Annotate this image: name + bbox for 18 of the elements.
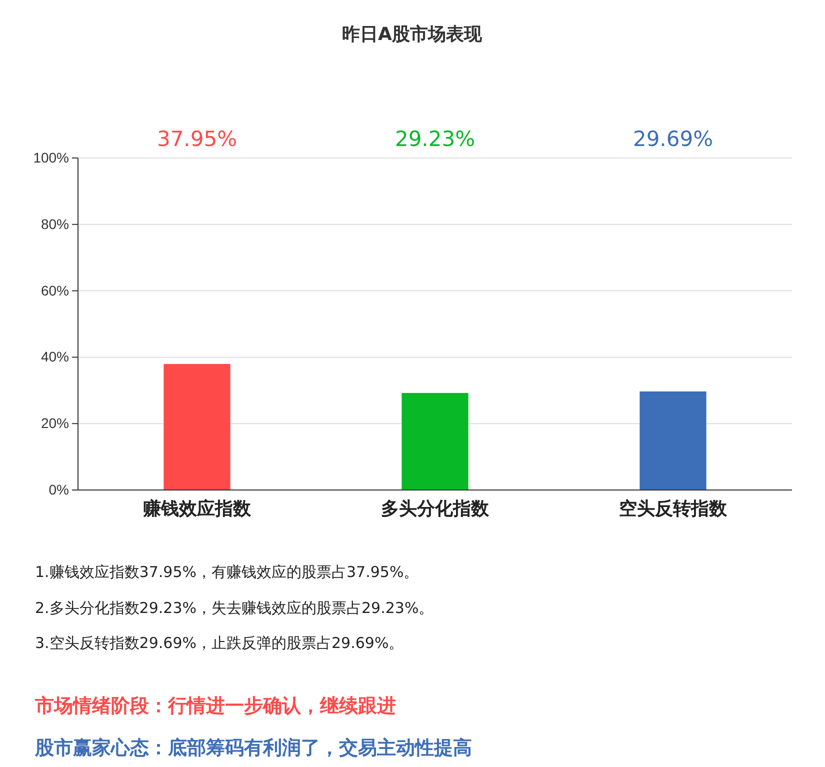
y-tick-label: 60% — [40, 282, 69, 298]
text: 29.23% — [394, 127, 476, 151]
chart-title: 昨日A股市场表现 — [342, 24, 483, 45]
x-tick-label: 赚钱效应指数 — [142, 498, 252, 519]
y-tick-label: 0% — [48, 481, 69, 498]
text: 3.空头反转指数29.69%，止跌反弹的股票占29.69%。 — [35, 634, 404, 652]
x-tick-label: 多头分化指数 — [381, 498, 490, 519]
text: 股市赢家心态：底部筹码有利润了，交易主动性提高 — [34, 737, 472, 759]
text: 29.69% — [632, 127, 714, 151]
text: 2.多头分化指数29.23%，失去赚钱效应的股票占29.23%。 — [35, 599, 434, 617]
y-tick-label: 40% — [40, 348, 69, 365]
text: 1.赚钱效应指数37.95%，有赚钱效应的股票占37.95%。 — [35, 563, 419, 581]
text: 市场情绪阶段：行情进一步确认，继续跟进 — [34, 695, 396, 717]
text: 37.95% — [156, 127, 238, 151]
x-tick-label: 空头反转指数 — [619, 498, 728, 519]
y-tick-label: 80% — [40, 216, 69, 232]
y-tick-label: 20% — [40, 415, 69, 432]
y-tick-label: 100% — [33, 149, 69, 166]
